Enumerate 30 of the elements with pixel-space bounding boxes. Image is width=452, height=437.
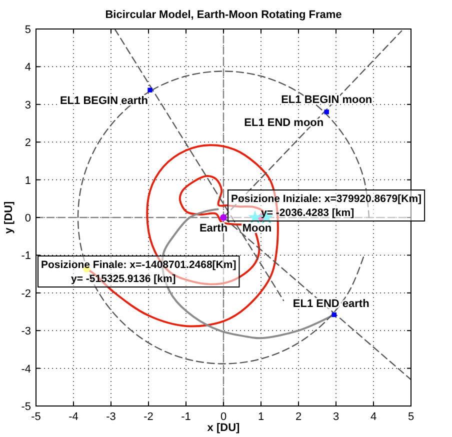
x-axis-title: x [DU]	[207, 422, 240, 434]
y-tick-label: 2	[24, 137, 31, 150]
x-tick-label: 5	[408, 411, 414, 423]
annotation: EL1 END moon	[244, 116, 324, 129]
y-tick-label: -3	[21, 326, 31, 338]
x-tick-label: 0	[220, 411, 227, 423]
x-tick-label: -4	[68, 411, 78, 423]
annotation: EL1 BEGIN earth	[60, 95, 148, 108]
y-tick-label: -1	[21, 250, 31, 262]
y-tick-label: 4	[24, 62, 31, 74]
annotation: EL1 END earth	[292, 298, 370, 310]
x-tick-label: 3	[332, 411, 340, 423]
x-tick-label: 2	[295, 411, 302, 423]
x-tick-label: 4	[370, 411, 377, 423]
y-tick-label: -2	[21, 288, 31, 300]
y-tick-label: -5	[21, 401, 31, 413]
y-tick-label: -4	[21, 363, 31, 376]
annotation: Posizione Iniziale: x=379920.8679[Km] y= -2036.4283 [km]	[231, 193, 422, 219]
annotation: Earth	[199, 222, 228, 234]
y-axis-title: y [DU]	[3, 200, 15, 234]
x-tick-label: -2	[144, 411, 154, 423]
y-tick-label: 0	[24, 212, 31, 224]
x-tick-label: -3	[106, 411, 116, 423]
x-tick-label: 1	[258, 411, 264, 423]
y-tick-label: 1	[24, 174, 31, 187]
x-tick-label: -1	[181, 411, 191, 423]
y-tick-label: 3	[24, 99, 31, 112]
annotation: Posizione Finale: x=-1408701.2468[Km] y= -515325.9136 [km]	[41, 259, 236, 285]
y-tick-label: 5	[24, 24, 31, 36]
chart-title: Bicircular Model, Earth-Moon Rotating Frame	[105, 9, 342, 21]
